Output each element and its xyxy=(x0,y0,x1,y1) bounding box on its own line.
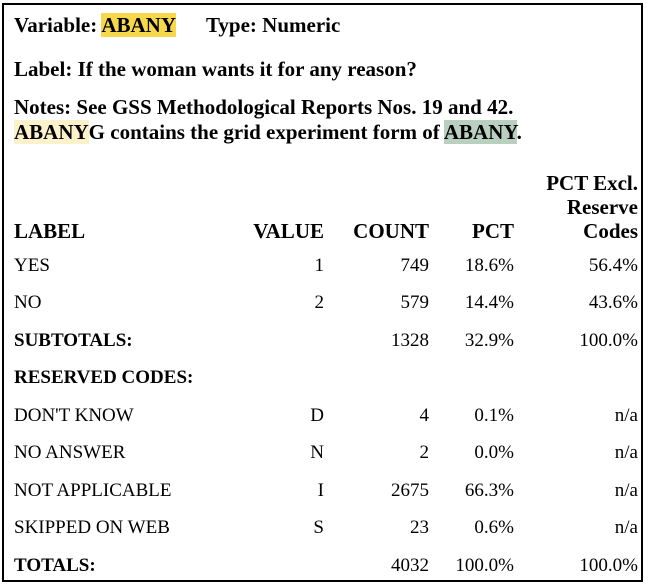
notes-mid-text: G contains the grid experiment form of xyxy=(88,120,444,144)
row-label: SUBTOTALS: xyxy=(14,329,133,351)
notes-end: . xyxy=(516,120,522,144)
row-count: 749 xyxy=(400,254,430,276)
row-label: NO xyxy=(14,292,42,314)
header-count: COUNT xyxy=(353,219,429,243)
variable-line: Variable: ABANY Type: Numeric xyxy=(14,13,340,37)
row-label: TOTALS: xyxy=(14,554,96,576)
row-pct-excl: 43.6% xyxy=(588,292,638,314)
table-row: NO 2 579 14.4% 43.6% xyxy=(14,285,638,323)
row-label: SKIPPED ON WEB xyxy=(14,517,170,539)
codebook-frame: Variable: ABANY Type: Numeric Label: If t… xyxy=(2,3,643,582)
label-line: Label: If the woman wants it for any rea… xyxy=(14,57,417,81)
row-value xyxy=(224,322,324,360)
variable-type: Type: Numeric xyxy=(205,13,341,37)
row-value: D xyxy=(310,404,324,426)
header-pct-excl-line3: Codes xyxy=(583,219,638,243)
row-pct-excl: 100.0% xyxy=(579,554,638,576)
row-pct-excl: 100.0% xyxy=(579,329,638,351)
row-count xyxy=(324,360,429,398)
variable-name: ABANY xyxy=(101,13,176,37)
notes-highlight-abany: ABANY xyxy=(443,120,517,144)
row-label: NO ANSWER xyxy=(14,442,126,464)
row-pct-excl: n/a xyxy=(614,479,638,501)
table-row-reserved-codes: RESERVED CODES: xyxy=(14,360,638,398)
row-count: 4 xyxy=(419,404,430,426)
row-pct: 100.0% xyxy=(455,554,514,576)
row-label: NOT APPLICABLE xyxy=(14,479,172,501)
row-value: 2 xyxy=(314,292,325,314)
row-pct: 0.6% xyxy=(474,517,514,539)
row-pct-excl: n/a xyxy=(614,404,638,426)
table-row: YES 1 749 18.6% 56.4% xyxy=(14,247,638,285)
row-value: I xyxy=(317,479,324,501)
row-pct-excl xyxy=(514,360,638,398)
row-label: DON'T KNOW xyxy=(14,404,134,426)
table-row-subtotals: SUBTOTALS: 1328 32.9% 100.0% xyxy=(14,322,638,360)
row-value: N xyxy=(310,442,324,464)
row-pct: 18.6% xyxy=(464,254,514,276)
row-count: 2 xyxy=(419,442,430,464)
row-pct: 14.4% xyxy=(464,292,514,314)
row-pct: 0.1% xyxy=(474,404,514,426)
header-pct-excl: PCT Excl. Reserve Codes xyxy=(514,163,638,247)
row-value xyxy=(224,547,324,585)
row-count: 579 xyxy=(400,292,430,314)
variable-prefix: Variable: xyxy=(14,13,102,37)
notes-highlight-abanyg: ABANY xyxy=(14,120,89,144)
header-pct-excl-line1: PCT Excl. xyxy=(546,171,638,195)
row-value xyxy=(224,360,324,398)
header-label: LABEL xyxy=(14,219,86,243)
notes-line-2: ABANYG contains the grid experiment form… xyxy=(14,120,522,144)
notes-line-1: Notes: See GSS Methodological Reports No… xyxy=(14,95,514,119)
row-pct-excl: n/a xyxy=(614,442,638,464)
table-row: NOT APPLICABLE I 2675 66.3% n/a xyxy=(14,472,638,510)
table-row: DON'T KNOW D 4 0.1% n/a xyxy=(14,397,638,435)
header-pct-excl-line2: Reserve xyxy=(566,195,638,219)
table-row-totals: TOTALS: 4032 100.0% 100.0% xyxy=(14,547,638,585)
frequency-table: LABEL VALUE COUNT PCT PCT Excl. Reserve … xyxy=(14,163,638,585)
row-count: 23 xyxy=(410,517,429,539)
row-pct-excl: n/a xyxy=(614,517,638,539)
row-label: YES xyxy=(14,254,50,276)
row-pct: 0.0% xyxy=(474,442,514,464)
table-row: NO ANSWER N 2 0.0% n/a xyxy=(14,435,638,473)
row-value: S xyxy=(313,517,324,539)
row-count: 2675 xyxy=(391,479,429,501)
row-value: 1 xyxy=(314,254,325,276)
row-label: RESERVED CODES: xyxy=(14,367,194,389)
row-pct: 32.9% xyxy=(464,329,514,351)
table-header-row: LABEL VALUE COUNT PCT PCT Excl. Reserve … xyxy=(14,163,638,247)
row-count: 4032 xyxy=(391,554,429,576)
row-pct-excl: 56.4% xyxy=(588,254,638,276)
row-pct xyxy=(429,360,514,398)
row-count: 1328 xyxy=(391,329,429,351)
header-pct: PCT xyxy=(472,219,514,243)
table-row: SKIPPED ON WEB S 23 0.6% n/a xyxy=(14,510,638,548)
header-value: VALUE xyxy=(253,219,324,243)
row-pct: 66.3% xyxy=(464,479,514,501)
